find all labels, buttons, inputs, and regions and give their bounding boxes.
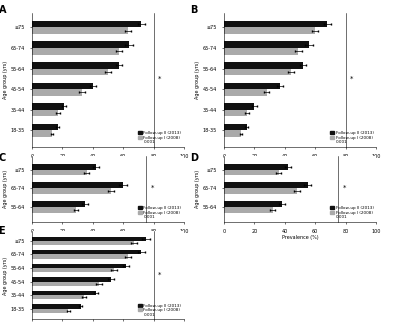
Bar — [224, 170, 279, 175]
Bar — [32, 255, 128, 259]
Bar — [32, 27, 128, 34]
Bar — [32, 21, 142, 27]
Y-axis label: Age group (yrs): Age group (yrs) — [195, 170, 200, 208]
Bar — [32, 309, 68, 313]
Bar — [224, 89, 266, 96]
Bar — [32, 250, 142, 255]
X-axis label: Prevalence (%): Prevalence (%) — [282, 235, 318, 240]
Text: E: E — [0, 226, 5, 236]
Bar — [224, 164, 288, 170]
Bar — [224, 207, 273, 213]
Bar — [32, 89, 82, 96]
Bar — [224, 27, 315, 34]
Bar — [32, 264, 126, 268]
Text: *: * — [150, 185, 154, 191]
Bar — [32, 277, 111, 282]
Bar — [32, 207, 76, 213]
Bar — [224, 82, 280, 89]
Legend: Follow-up II (2013), Follow-up I (2008), 0.001: Follow-up II (2013), Follow-up I (2008),… — [138, 130, 182, 145]
Bar — [224, 68, 291, 75]
Bar — [224, 110, 247, 116]
Bar — [32, 48, 119, 54]
Bar — [224, 21, 327, 27]
Bar — [32, 291, 96, 295]
Text: D: D — [190, 153, 198, 163]
X-axis label: Prevalence (%): Prevalence (%) — [90, 160, 126, 165]
Bar — [32, 268, 114, 272]
Bar — [32, 201, 85, 207]
Text: C: C — [0, 153, 6, 163]
Text: *: * — [342, 185, 346, 191]
X-axis label: Prevalence (%): Prevalence (%) — [282, 160, 318, 165]
Legend: Follow-up II (2013), Follow-up I (2008), 0.001: Follow-up II (2013), Follow-up I (2008),… — [330, 130, 374, 145]
Bar — [224, 182, 308, 188]
Bar — [32, 130, 52, 137]
Bar — [32, 170, 87, 175]
Bar — [224, 62, 303, 68]
Bar — [224, 41, 309, 48]
X-axis label: Prevalence (%): Prevalence (%) — [90, 235, 126, 240]
Bar — [32, 124, 58, 130]
Legend: Follow-up II (2013), Follow-up I (2008), 0.001: Follow-up II (2013), Follow-up I (2008),… — [138, 205, 182, 220]
Y-axis label: Age group (yrs): Age group (yrs) — [3, 61, 8, 99]
Legend: Follow-up II (2013), Follow-up I (2008), 0.001: Follow-up II (2013), Follow-up I (2008),… — [330, 205, 374, 220]
Y-axis label: Age group (yrs): Age group (yrs) — [3, 170, 8, 208]
Bar — [224, 201, 282, 207]
Bar — [224, 130, 241, 137]
Bar — [32, 304, 81, 309]
Text: *: * — [350, 76, 354, 82]
Bar — [32, 282, 99, 286]
Text: B: B — [190, 5, 198, 15]
Text: *: * — [158, 272, 162, 278]
Y-axis label: Age group (yrs): Age group (yrs) — [3, 257, 8, 294]
Bar — [224, 124, 247, 130]
Bar — [224, 188, 297, 194]
Bar — [32, 103, 64, 110]
Text: *: * — [158, 76, 162, 82]
Text: A: A — [0, 5, 6, 15]
Bar — [32, 182, 123, 188]
Bar — [32, 110, 58, 116]
Bar — [224, 103, 254, 110]
Bar — [224, 48, 298, 54]
Bar — [32, 82, 93, 89]
Bar — [32, 62, 119, 68]
Bar — [32, 164, 96, 170]
Bar — [32, 68, 108, 75]
Bar — [32, 237, 146, 241]
Y-axis label: Age group (yrs): Age group (yrs) — [195, 61, 200, 99]
Bar — [32, 41, 129, 48]
Bar — [32, 295, 84, 300]
Bar — [32, 241, 134, 245]
Bar — [32, 188, 111, 194]
Legend: Follow-up II (2013), Follow-up I (2008), 0.001: Follow-up II (2013), Follow-up I (2008),… — [138, 303, 182, 318]
